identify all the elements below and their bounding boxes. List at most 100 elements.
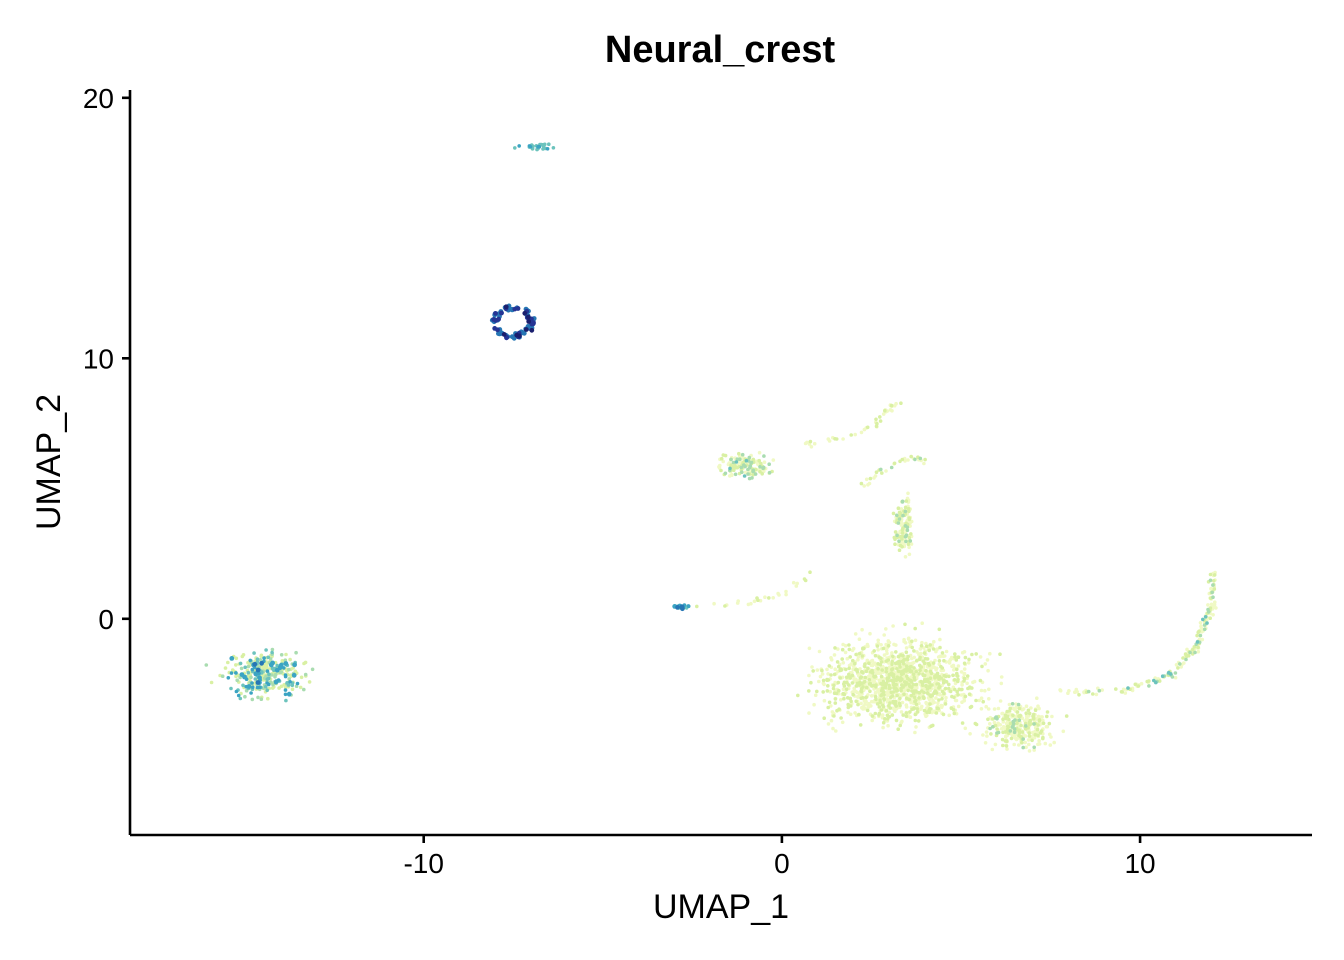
cell-point bbox=[723, 453, 728, 458]
cell-point bbox=[920, 621, 924, 625]
cell-point bbox=[1001, 730, 1005, 735]
cell-point bbox=[835, 708, 839, 713]
cell-point bbox=[767, 470, 772, 475]
cell-point bbox=[909, 519, 914, 524]
cell-point bbox=[914, 659, 919, 663]
cell-point bbox=[258, 685, 262, 689]
cell-point bbox=[238, 661, 243, 666]
cell-point bbox=[1024, 704, 1029, 708]
cell-point bbox=[858, 667, 862, 671]
cell-point bbox=[739, 465, 744, 470]
cell-point bbox=[949, 706, 954, 710]
cell-point bbox=[881, 679, 886, 684]
cell-point bbox=[925, 677, 930, 682]
cell-point bbox=[243, 694, 247, 699]
cell-point bbox=[675, 605, 680, 610]
cell-point bbox=[291, 666, 295, 670]
cell-point bbox=[751, 457, 756, 462]
cell-point bbox=[921, 695, 926, 699]
cell-point bbox=[899, 401, 903, 406]
cell-point bbox=[910, 639, 914, 644]
cell-point bbox=[911, 691, 916, 696]
cell-point bbox=[1026, 708, 1031, 713]
cell-point bbox=[959, 670, 964, 674]
cell-point bbox=[1005, 747, 1009, 751]
cell-point bbox=[1036, 723, 1040, 727]
cell-point bbox=[960, 721, 965, 725]
cell-point bbox=[844, 687, 849, 691]
cell-point bbox=[265, 688, 270, 692]
cell-point bbox=[504, 335, 509, 341]
cell-point bbox=[914, 702, 919, 707]
cell-point bbox=[1012, 742, 1016, 747]
cell-point bbox=[957, 687, 961, 692]
cell-point bbox=[878, 419, 883, 423]
cell-point bbox=[846, 710, 850, 715]
cell-point bbox=[901, 669, 905, 673]
cell-point bbox=[246, 684, 252, 689]
cell-point bbox=[735, 601, 740, 605]
cell-point bbox=[998, 652, 1002, 656]
cell-point bbox=[879, 656, 883, 660]
cell-point bbox=[881, 412, 886, 416]
cell-point bbox=[731, 460, 736, 465]
cell-point bbox=[881, 720, 886, 725]
cell-point bbox=[1041, 718, 1045, 723]
cell-point bbox=[897, 539, 901, 543]
cell-point bbox=[906, 506, 911, 511]
cell-point bbox=[987, 697, 991, 701]
cell-point bbox=[853, 711, 857, 715]
cell-point bbox=[1170, 675, 1175, 679]
cell-point bbox=[259, 697, 264, 701]
cell-point bbox=[896, 521, 901, 525]
cell-point bbox=[238, 696, 243, 701]
cell-point bbox=[915, 674, 919, 678]
cell-point bbox=[863, 679, 867, 684]
cell-point bbox=[851, 690, 855, 694]
cell-point bbox=[756, 598, 760, 602]
cell-point bbox=[513, 146, 517, 150]
cell-point bbox=[876, 647, 880, 652]
cell-point bbox=[893, 530, 898, 534]
cell-point bbox=[501, 332, 507, 337]
cell-point bbox=[1021, 733, 1026, 737]
cell-point bbox=[904, 664, 909, 668]
cell-point bbox=[1020, 740, 1024, 745]
cell-point bbox=[912, 649, 916, 653]
cell-point bbox=[909, 675, 913, 680]
cell-point bbox=[917, 672, 921, 676]
cell-point bbox=[895, 675, 900, 679]
cell-point bbox=[952, 711, 957, 716]
cell-point bbox=[963, 694, 968, 699]
cell-point bbox=[1192, 645, 1197, 649]
cell-point bbox=[894, 643, 898, 647]
cell-point bbox=[938, 685, 942, 689]
cell-point bbox=[767, 596, 771, 600]
cell-point bbox=[893, 542, 897, 546]
cell-point bbox=[998, 723, 1003, 727]
cell-point bbox=[1005, 728, 1010, 732]
cell-point bbox=[256, 695, 260, 700]
cell-point bbox=[283, 674, 288, 679]
cell-point bbox=[1023, 740, 1027, 745]
cell-point bbox=[235, 678, 239, 683]
cell-point bbox=[1001, 743, 1005, 748]
cell-point bbox=[920, 640, 924, 645]
cell-point bbox=[756, 462, 760, 467]
cell-point bbox=[264, 684, 268, 689]
cell-point bbox=[900, 500, 905, 504]
cell-point bbox=[267, 672, 271, 676]
cell-point bbox=[936, 701, 940, 705]
cell-point bbox=[864, 685, 869, 690]
cell-point bbox=[879, 688, 884, 693]
cell-point bbox=[815, 689, 819, 694]
cell-point bbox=[270, 673, 274, 677]
cell-point bbox=[855, 668, 859, 672]
cell-point bbox=[986, 668, 990, 673]
cell-point bbox=[859, 481, 864, 486]
cell-point bbox=[979, 707, 984, 711]
cell-point bbox=[923, 679, 927, 684]
cell-point bbox=[894, 678, 899, 683]
cell-point bbox=[868, 689, 872, 694]
cell-point bbox=[923, 656, 928, 661]
